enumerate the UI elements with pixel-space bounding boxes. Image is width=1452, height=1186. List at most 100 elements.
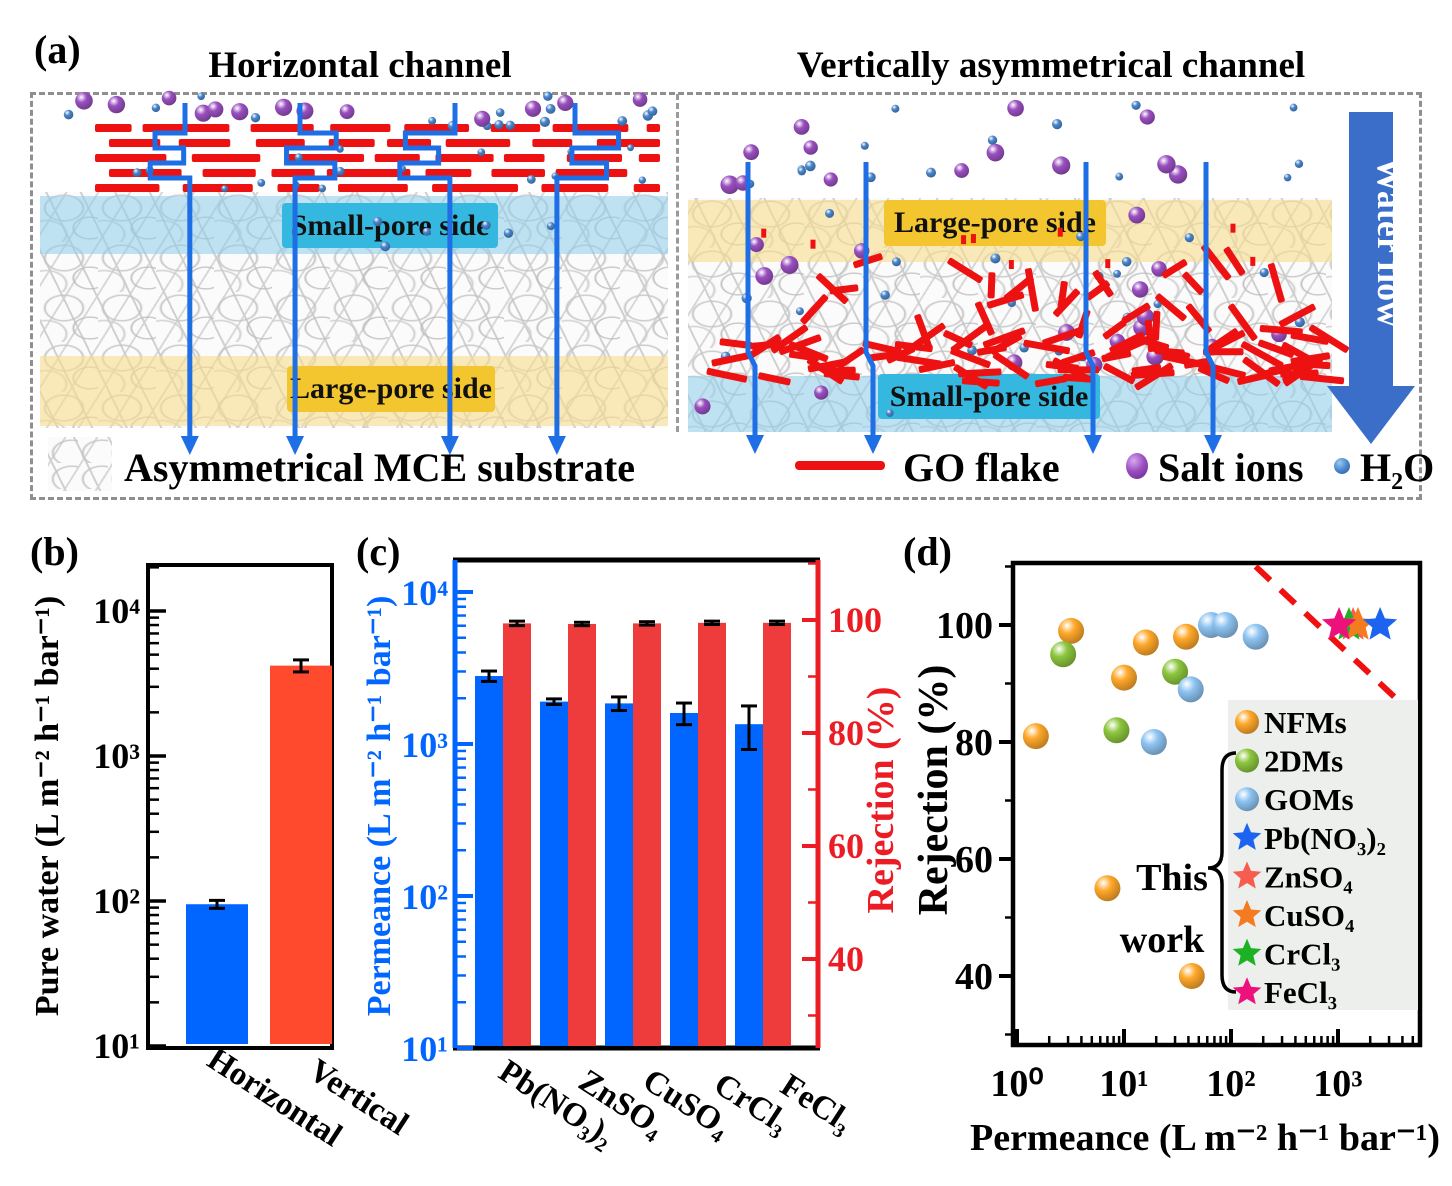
panel-b-label: (b)	[30, 529, 79, 574]
tradeoff-line	[1253, 564, 1401, 704]
salt-ion-icon	[743, 144, 760, 161]
go-flake-line-icon	[795, 461, 885, 470]
c-permeance-bar-CuSO₄	[605, 703, 633, 1046]
water-molecule-icon	[1283, 173, 1292, 182]
b-bar-Horizontal	[186, 904, 248, 1044]
scatter-point-NFMs	[1178, 963, 1205, 989]
water-molecule-icon	[336, 145, 344, 153]
salt-ion-icon	[339, 104, 355, 120]
water-molecule-icon	[494, 120, 504, 130]
go-flake	[142, 124, 230, 132]
go-flake	[326, 169, 411, 177]
water-molecule-icon	[505, 120, 515, 131]
d-legend-box	[1228, 700, 1418, 1010]
go-flake	[271, 169, 315, 177]
c-xtick: Pb(NO₃)₂	[492, 1053, 621, 1154]
scatter-point-2DMs	[1162, 658, 1189, 685]
c-right-ytick: 100	[828, 600, 882, 640]
d-xtick: 10³	[1313, 1063, 1362, 1105]
panel-d-label: (d)	[903, 529, 952, 574]
water-molecule-icon	[1115, 172, 1124, 181]
water-flow-arrow	[1349, 112, 1393, 386]
water-arrowhead-icon	[864, 435, 882, 454]
water-molecule-icon	[477, 148, 486, 157]
water-molecule-icon	[642, 110, 654, 121]
salt-ion-icon	[954, 163, 970, 178]
water-molecule-icon	[551, 172, 559, 180]
d-xtick: 10⁰	[990, 1063, 1043, 1105]
salt-ion-icon	[793, 119, 810, 135]
salt-ion-icon	[1168, 165, 1188, 184]
scatter-point-NFMs	[1058, 617, 1085, 644]
water-molecule-icon	[797, 166, 807, 176]
go-flake	[109, 139, 161, 147]
water-molecule-icon	[617, 116, 628, 126]
go-flake	[202, 169, 256, 177]
go-flake	[541, 184, 609, 192]
go-flake	[555, 169, 628, 177]
water-molecule-icon	[865, 172, 876, 183]
go-flake	[330, 124, 391, 132]
water-molecule-icon	[567, 148, 575, 156]
salt-ion-icon	[161, 90, 177, 106]
go-flake	[491, 169, 545, 177]
b-ytick: 10³	[93, 736, 140, 776]
scatter-point-NFMs	[1132, 629, 1159, 656]
legend-marker-GOMs	[1235, 787, 1259, 812]
water-molecule-icon	[627, 144, 634, 152]
salt-ion-icon	[474, 110, 491, 127]
panel-a-divider	[676, 94, 679, 432]
water-molecule-icon	[926, 167, 937, 178]
salt-ion-dot-icon	[1126, 453, 1148, 479]
go-flake	[432, 184, 519, 192]
scatter-point-GOMs	[1177, 676, 1204, 703]
mce-substrate-swatch-icon	[48, 437, 112, 491]
water-molecule-icon	[1294, 159, 1304, 168]
c-left-ytick: 10¹	[401, 1029, 448, 1069]
salt-ion-icon	[75, 91, 93, 110]
scatter-point-GOMs	[1212, 612, 1239, 638]
b-xtick: Vertical	[302, 1052, 414, 1142]
go-flake	[490, 124, 541, 132]
legend-water-label: H₂O	[1360, 445, 1435, 490]
salt-ion-icon	[1157, 155, 1176, 174]
scatter-point-2DMs	[1103, 717, 1130, 744]
left-small-pore-text: Small-pore side	[290, 208, 490, 242]
c-permeance-bar-ZnSO₄	[540, 701, 568, 1046]
d-legend-label: CrCl₃	[1264, 937, 1340, 972]
this-work-brace	[1207, 751, 1237, 994]
water-molecule-icon	[250, 113, 261, 123]
water-molecule-icon	[132, 168, 142, 178]
scatter-point-NFMs	[1022, 723, 1049, 750]
c-right-ylabel: Rejection (%)	[860, 687, 902, 914]
salt-ion-icon	[1052, 156, 1071, 175]
salt-ion-icon	[1139, 109, 1155, 125]
b-ytick: 10⁴	[93, 591, 140, 631]
c-rejection-bar-ZnSO₄	[568, 623, 596, 1046]
go-flake	[250, 124, 314, 132]
water-molecule-icon	[638, 176, 647, 184]
scatter-star-FeCl₃	[1321, 607, 1357, 640]
legend-marker-FeCl₃	[1232, 977, 1262, 1005]
go-flake	[178, 139, 231, 147]
left-large-pore-label: Large-pore side	[287, 366, 495, 412]
go-flake	[285, 154, 365, 162]
water-molecule-icon	[545, 103, 556, 114]
d-legend-label: GOMs	[1264, 782, 1354, 817]
go-flake	[435, 154, 494, 162]
panel-a-right-title: Vertically asymmetrical channel	[796, 45, 1306, 86]
go-flake	[503, 154, 545, 162]
go-flake	[182, 184, 253, 192]
c-left-ytick: 10²	[401, 877, 448, 917]
go-flake	[95, 124, 132, 132]
water-molecule-icon	[987, 135, 998, 145]
panel-c-label: (c)	[356, 529, 401, 574]
go-flake	[109, 169, 182, 177]
panel-a-label: (a)	[34, 27, 81, 72]
water-molecule-icon	[1289, 103, 1298, 112]
b-ylabel: Pure water (L m⁻² h⁻¹ bar⁻¹)	[29, 596, 66, 1016]
d-legend-label: CuSO₄	[1264, 898, 1354, 933]
legend-marker-ZnSO₄	[1232, 861, 1262, 889]
water-molecule-icon	[526, 174, 536, 184]
